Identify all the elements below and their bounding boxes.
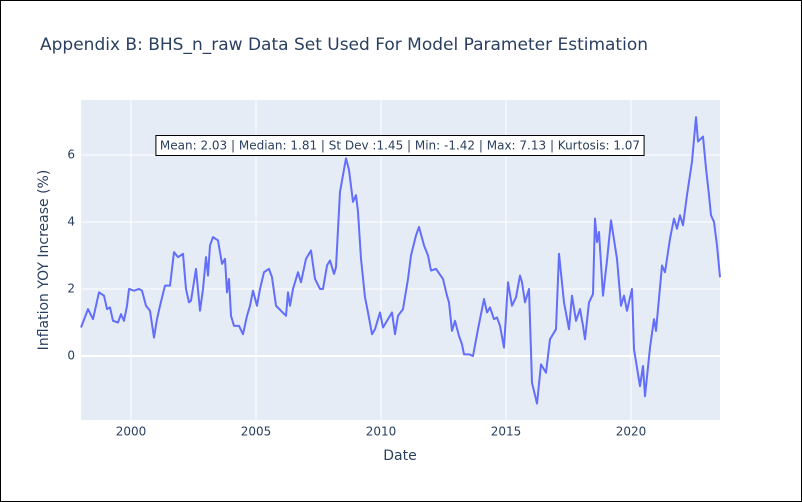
x-axis-title: Date [383,448,416,464]
chart-title: Appendix B: BHS_n_raw Data Set Used For … [40,35,648,55]
y-axis-title: Inflation YOY Increase (%) [36,170,52,351]
x-tick-label: 2005 [241,425,272,439]
data-line [80,116,721,405]
annotation-box [155,135,645,156]
y-tick-label: 4 [67,214,75,228]
x-tick-label: 2010 [366,425,397,439]
x-tick-label: 2015 [491,425,522,439]
y-tick-label: 6 [67,147,75,161]
y-tick-label: 2 [67,281,75,295]
y-tick-label: 0 [67,349,75,363]
x-tick-label: 2000 [116,425,147,439]
annotation: Mean: 2.03 | Median: 1.81 | St Dev :1.45… [160,139,640,153]
x-tick-label: 2020 [616,425,647,439]
